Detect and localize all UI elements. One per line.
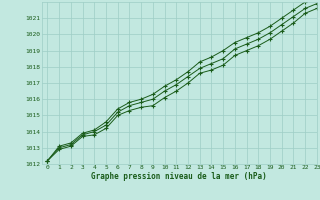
X-axis label: Graphe pression niveau de la mer (hPa): Graphe pression niveau de la mer (hPa) — [91, 172, 267, 181]
